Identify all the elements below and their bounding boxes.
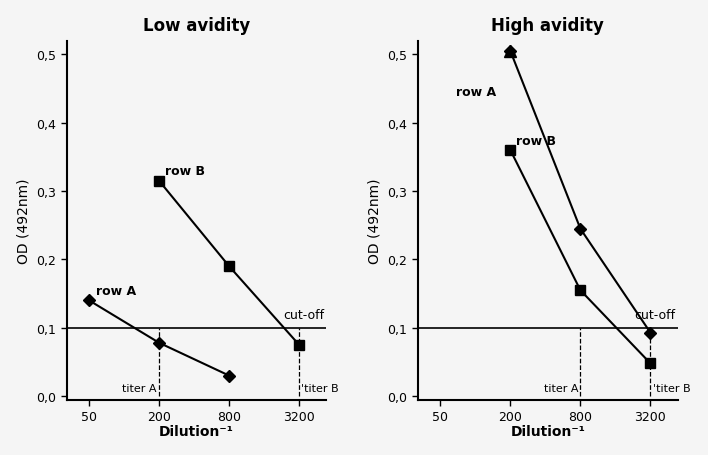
X-axis label: Dilution⁻¹: Dilution⁻¹ (510, 425, 586, 438)
X-axis label: Dilution⁻¹: Dilution⁻¹ (159, 425, 234, 438)
Text: 'titer B: 'titer B (653, 384, 690, 394)
Text: row B: row B (165, 165, 205, 178)
Text: row A: row A (96, 284, 136, 298)
Y-axis label: OD (492nm): OD (492nm) (17, 178, 30, 263)
Text: cut-off: cut-off (283, 308, 325, 321)
Text: row B: row B (516, 134, 556, 147)
Text: row A: row A (457, 86, 496, 99)
Text: cut-off: cut-off (635, 308, 676, 321)
Title: Low avidity: Low avidity (143, 17, 250, 35)
Text: 'titer B: 'titer B (302, 384, 339, 394)
Text: titer A: titer A (122, 384, 157, 394)
Title: High avidity: High avidity (491, 17, 604, 35)
Text: titer A: titer A (544, 384, 578, 394)
Y-axis label: OD (492nm): OD (492nm) (368, 178, 382, 263)
